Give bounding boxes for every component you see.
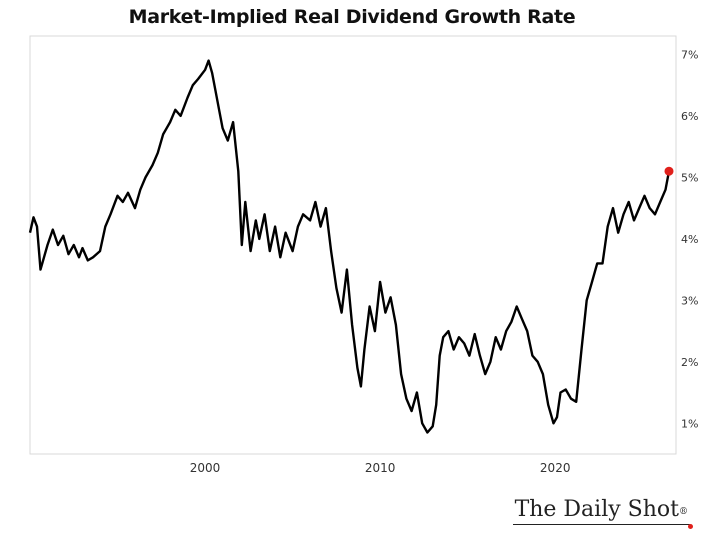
- y-tick-label-5pct: 5%: [681, 171, 698, 184]
- brand-logo: The Daily Shot®: [512, 497, 693, 529]
- brand-text: The Daily Shot: [514, 497, 679, 522]
- y-tick-label-1pct: 1%: [681, 417, 698, 430]
- x-tick-label-2010: 2010: [365, 461, 396, 475]
- brand-reg-mark: ®: [679, 507, 688, 517]
- y-tick-label-2pct: 2%: [681, 356, 698, 369]
- x-tick-label-2000: 2000: [190, 461, 221, 475]
- y-tick-label-6pct: 6%: [681, 110, 698, 123]
- chart-title: Market-Implied Real Dividend Growth Rate: [128, 6, 576, 28]
- x-tick-label-2020: 2020: [540, 461, 571, 475]
- y-tick-label-3pct: 3%: [681, 294, 698, 307]
- plot-frame: [29, 35, 677, 455]
- y-tick-label-4pct: 4%: [681, 233, 698, 246]
- series-line: [28, 59, 671, 434]
- brand-dot-icon: [688, 524, 693, 529]
- last-point-marker: [664, 166, 674, 176]
- y-tick-label-7pct: 7%: [681, 48, 698, 61]
